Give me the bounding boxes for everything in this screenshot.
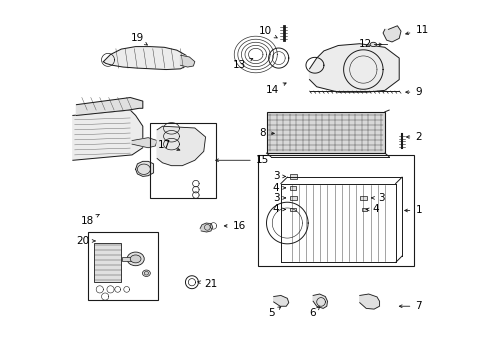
Text: 8: 8 [259, 129, 274, 138]
Text: 15: 15 [216, 155, 269, 165]
Text: 5: 5 [268, 307, 281, 318]
Text: 4: 4 [273, 204, 286, 215]
Text: 4: 4 [273, 183, 286, 193]
Bar [290, 174, 296, 179]
Polygon shape [180, 55, 195, 67]
Bar [362, 208, 367, 211]
Bar [258, 155, 414, 266]
Polygon shape [73, 110, 143, 160]
Text: 3: 3 [371, 193, 384, 203]
Bar [150, 123, 216, 198]
Polygon shape [157, 126, 205, 166]
Ellipse shape [370, 42, 377, 46]
Bar [88, 232, 158, 300]
Ellipse shape [130, 255, 141, 263]
Text: 3: 3 [273, 171, 286, 181]
Bar [290, 208, 295, 211]
Polygon shape [383, 26, 401, 42]
Text: 10: 10 [258, 26, 277, 38]
Text: 12: 12 [359, 40, 382, 49]
Text: 20: 20 [76, 236, 95, 246]
Text: 16: 16 [224, 221, 245, 231]
Text: 4: 4 [366, 204, 379, 215]
Bar [267, 112, 385, 153]
Ellipse shape [143, 270, 150, 276]
Bar [290, 196, 296, 200]
Text: 17: 17 [158, 140, 180, 150]
Text: 21: 21 [197, 279, 217, 289]
Bar [95, 243, 122, 282]
Polygon shape [274, 296, 289, 306]
Text: 11: 11 [406, 25, 429, 35]
Polygon shape [310, 44, 399, 92]
Polygon shape [360, 294, 379, 309]
Text: 2: 2 [407, 132, 422, 142]
Text: 9: 9 [406, 87, 422, 97]
Bar [122, 257, 132, 261]
Polygon shape [136, 161, 153, 176]
Text: 3: 3 [273, 193, 286, 203]
Text: 19: 19 [131, 33, 147, 45]
Text: 6: 6 [309, 307, 319, 318]
Bar [361, 196, 367, 200]
Polygon shape [200, 223, 213, 232]
Ellipse shape [144, 271, 148, 275]
Polygon shape [76, 98, 143, 116]
Text: 1: 1 [405, 206, 422, 216]
Polygon shape [132, 138, 157, 148]
Bar [290, 186, 295, 190]
Text: 13: 13 [233, 58, 253, 69]
Text: 7: 7 [399, 301, 422, 311]
Polygon shape [313, 294, 327, 309]
Polygon shape [103, 46, 190, 69]
Text: 14: 14 [266, 83, 286, 95]
Text: 18: 18 [80, 215, 99, 226]
Ellipse shape [127, 252, 144, 266]
